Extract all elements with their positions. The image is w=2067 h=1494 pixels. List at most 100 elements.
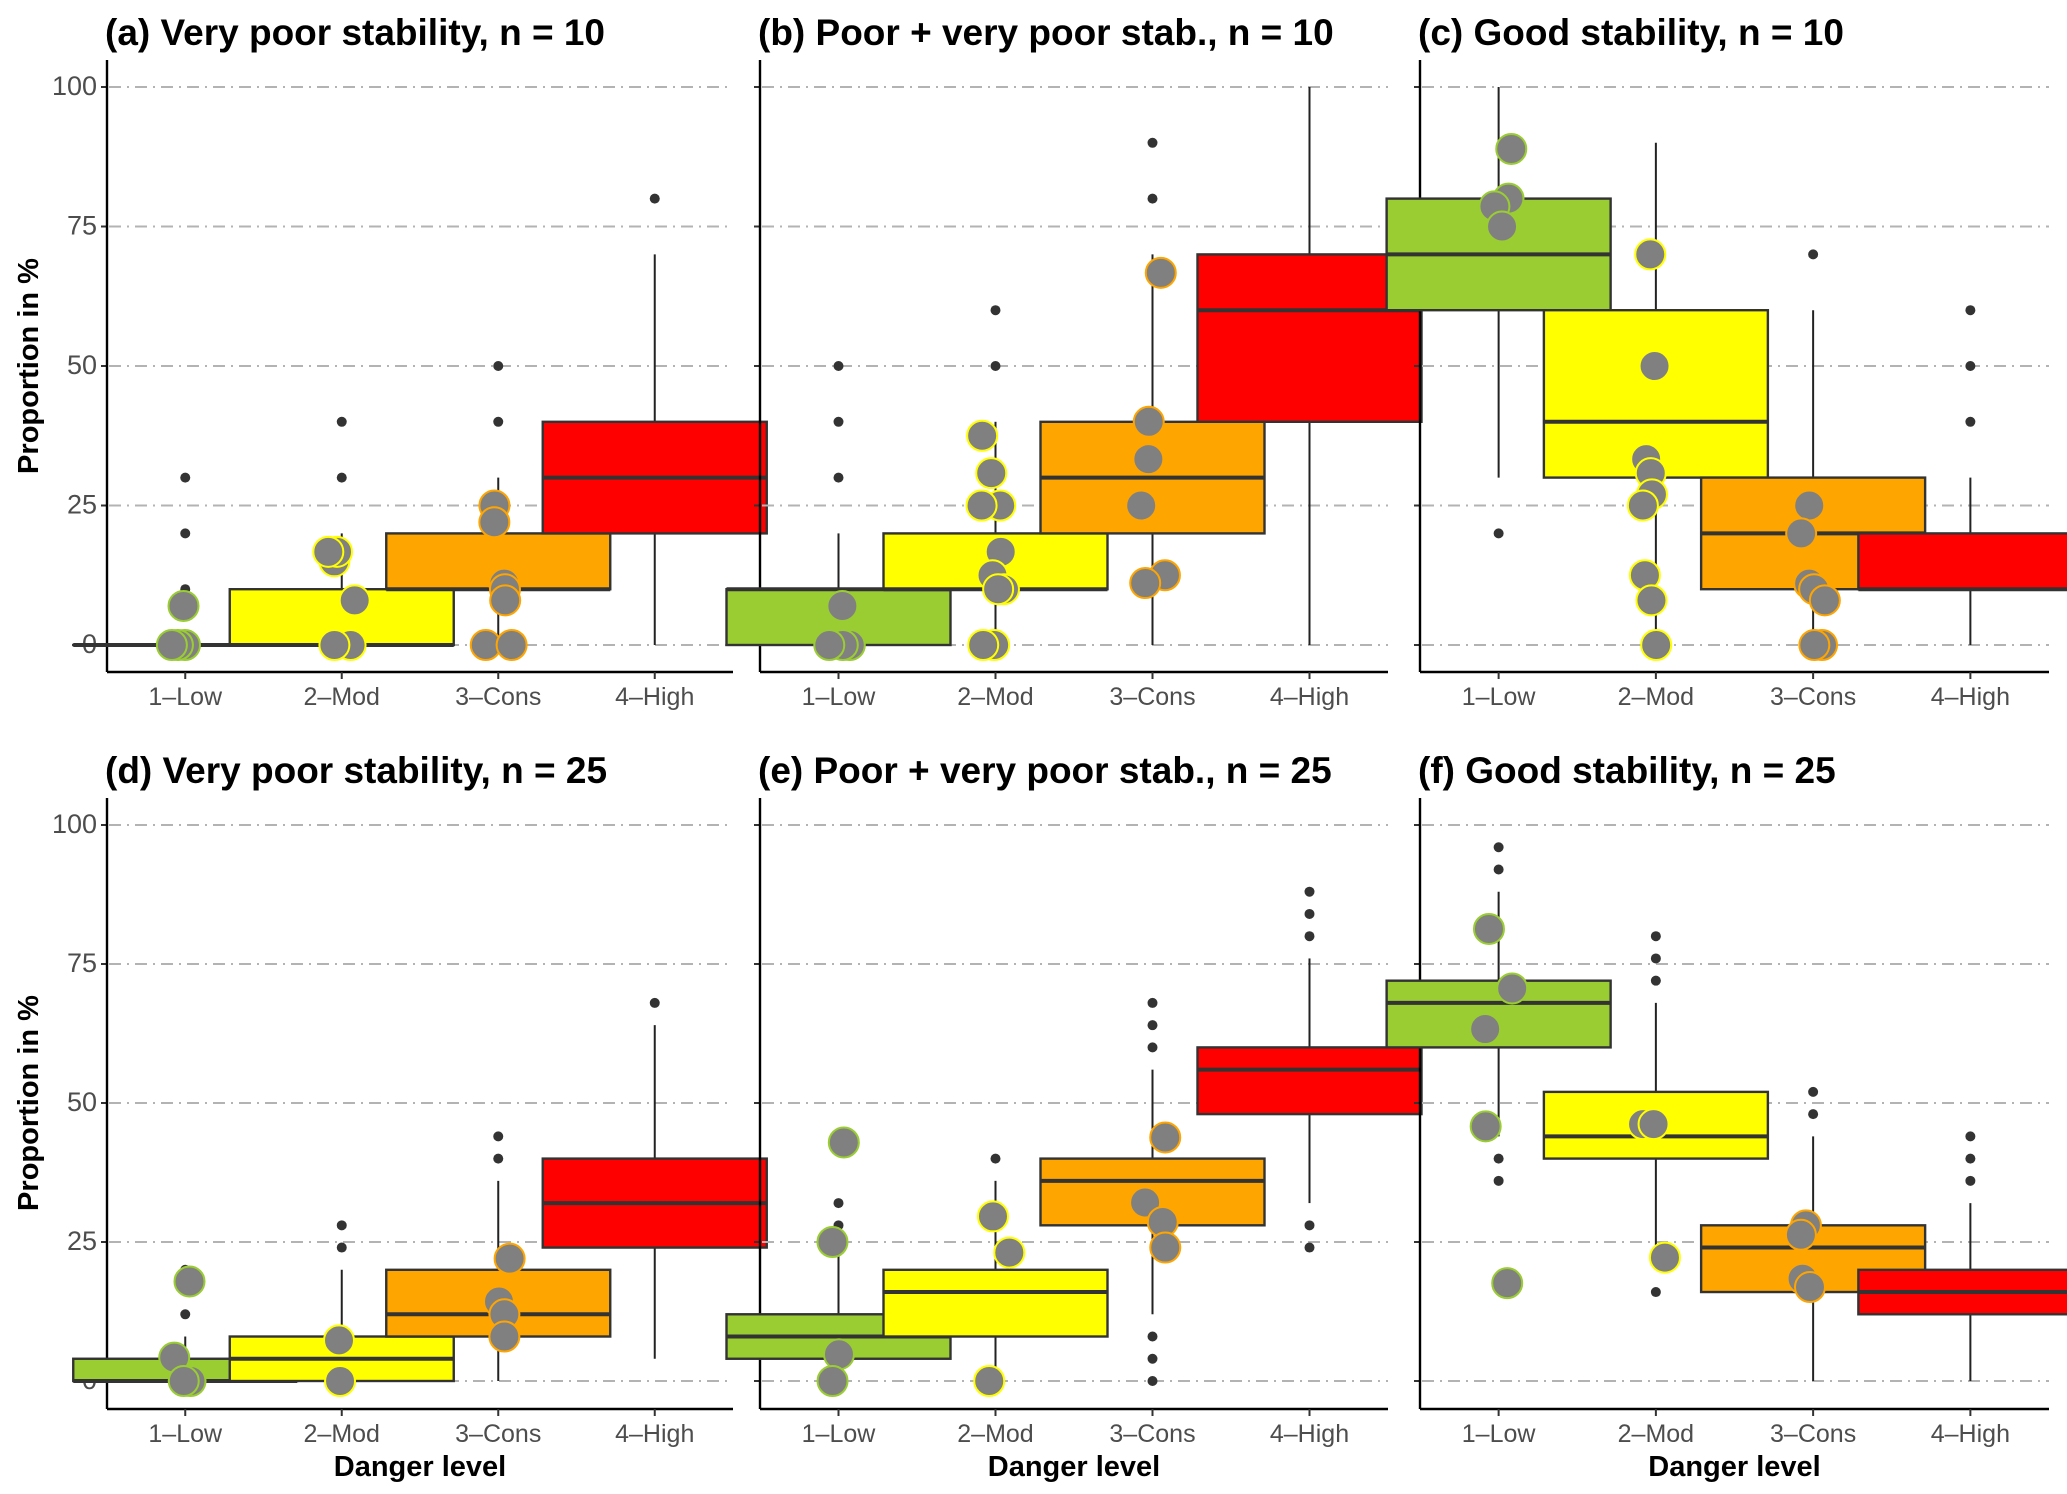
box-2 [1542,142,1770,645]
outlier-point [180,1309,191,1320]
observation-point [993,1236,1026,1269]
outlier-point [1650,953,1661,964]
x-tick-label: 2–Mod [957,1420,1033,1448]
observation-point [1785,517,1818,550]
observation-point [1640,629,1673,661]
observation-point [1793,489,1826,522]
observation-point [1648,1241,1681,1274]
outlier-point [1147,193,1158,204]
outlier-point [990,361,1001,371]
observation-point [1144,256,1177,289]
outlier-point [1147,1376,1158,1386]
panel-d: (d) Very poor stability, n = 25025507510… [13,750,768,1483]
box-2 [882,1153,1109,1381]
y-tick-label: 50 [67,1087,97,1117]
outlier-point [1965,361,1976,371]
outlier-point [1304,1220,1315,1231]
outlier-point [833,472,844,483]
x-tick-label: 1–Low [1462,683,1537,711]
box-body [882,1268,1109,1338]
outlier-point [1493,1175,1504,1186]
outlier-point [1965,416,1976,427]
outlier-point [1304,931,1315,942]
observation-point [155,629,188,661]
outlier-point [1650,931,1661,942]
observation-point [827,1126,860,1159]
x-tick-label: 2–Mod [304,683,380,711]
outlier-point [649,997,660,1008]
observation-point [173,1265,206,1298]
outlier-point [1147,1042,1158,1053]
observation-point [1149,1231,1182,1264]
outlier-point [1147,1353,1158,1364]
outlier-point [1965,1153,1976,1164]
y-axis-title: Proportion in % [13,995,45,1211]
observation-point [822,1338,855,1371]
x-tick-label: 2–Mod [304,1420,380,1448]
panel-e: (e) Poor + very poor stab., n = 25 1–Low 2… [725,750,1423,1483]
x-tick-label: 1–Low [802,1420,877,1448]
box-body [1857,532,2067,591]
observation-point [312,535,345,568]
observation-point [1784,1218,1817,1251]
outlier-point [1493,528,1504,539]
x-tick-label: 4–High [1270,683,1349,711]
panel-title: (d) Very poor stability, n = 25 [105,750,607,791]
outlier-point [1965,1175,1976,1186]
observation-point [1125,489,1158,522]
observation-point [489,584,522,617]
observation-point [488,1320,521,1353]
observation-point [966,419,999,452]
outlier-point [833,416,844,427]
x-tick-label: 1–Low [148,1420,223,1448]
x-tick-label: 2–Mod [1618,683,1694,711]
observation-point [1637,1108,1670,1141]
outlier-point [1808,1086,1819,1097]
box-4 [541,193,768,645]
outlier-point [1147,997,1158,1008]
observation-point [816,1226,849,1258]
observation-point [975,457,1008,490]
x-tick-label: 1–Low [802,683,877,711]
outlier-point [493,1153,504,1164]
observation-point [816,1365,849,1397]
observation-point [493,1242,526,1275]
outlier-point [990,305,1001,316]
x-axis-title: Danger level [1648,1451,1820,1483]
x-tick-label: 3–Cons [455,683,541,711]
panel-a: (a) Very poor stability, n = 10025507510… [13,12,768,711]
observation-point [826,589,859,622]
x-tick-label: 4–High [1270,1420,1349,1448]
observation-point [1495,132,1528,165]
observation-point [1496,972,1529,1005]
panel-title: (f) Good stability, n = 25 [1418,750,1836,791]
x-tick-label: 3–Cons [455,1420,541,1448]
y-axis-title: Proportion in % [13,258,45,474]
outlier-point [833,361,844,371]
observation-point [167,1365,200,1397]
x-tick-label: 3–Cons [1770,683,1856,711]
observation-point [1798,629,1831,661]
observation-point [973,1365,1006,1397]
observation-point [1626,489,1659,522]
y-tick-label: 100 [52,71,97,101]
observation-point [1638,350,1671,382]
y-tick-label: 25 [67,1226,97,1256]
outlier-point [1493,1153,1504,1164]
outlier-point [990,1153,1001,1164]
panel-title: (a) Very poor stability, n = 10 [105,12,605,53]
outlier-point [493,361,504,371]
observation-point [1149,1121,1182,1154]
outlier-point [1965,1131,1976,1142]
outlier-point [1965,305,1976,316]
outlier-point [1304,1242,1315,1253]
observation-point [1129,567,1162,600]
observation-point [813,629,846,661]
panel-title: (e) Poor + very poor stab., n = 25 [758,750,1332,791]
outlier-point [336,1242,347,1253]
observation-point [1132,443,1165,476]
panel-c: (c) Good stability, n = 10 1–Low 2–Mod 3–Co… [1385,12,2067,711]
box-body [1196,253,1423,423]
outlier-point [180,528,191,539]
